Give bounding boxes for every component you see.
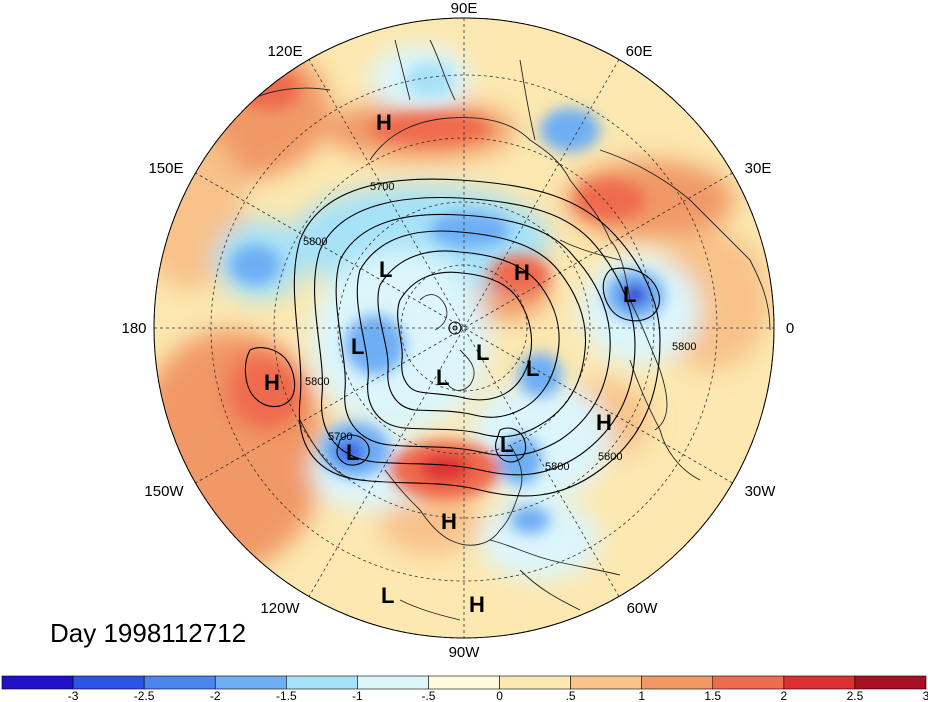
- colorbar-swatch: [286, 675, 358, 690]
- lon-label-120w: 120W: [260, 600, 300, 617]
- high-label: H: [596, 410, 612, 435]
- colorbar-swatch: [712, 675, 785, 690]
- low-label: L: [351, 334, 364, 359]
- colorbar-label: 0: [496, 689, 503, 702]
- colorbar-label: -3: [68, 689, 79, 702]
- contour-label: 5800: [672, 341, 696, 353]
- colorbar-label: -2: [210, 689, 221, 702]
- contour-label: 5800: [598, 451, 622, 463]
- low-label: L: [346, 440, 359, 465]
- low-label: L: [379, 257, 392, 282]
- colorbar-label: 3: [923, 689, 928, 702]
- lon-label-120e: 120E: [267, 43, 302, 60]
- height-contours: [244, 178, 661, 497]
- colorbar-swatch: [1, 675, 74, 690]
- lon-label-90w: 90W: [449, 644, 481, 661]
- contour-label: 5700: [370, 181, 394, 193]
- colorbar-swatch: [214, 675, 287, 690]
- lon-label-30e: 30E: [745, 160, 772, 177]
- low-label: L: [381, 583, 394, 608]
- high-label: H: [514, 260, 530, 285]
- lon-label-60w: 60W: [627, 600, 659, 617]
- colorbar-label: -1: [352, 689, 363, 702]
- lon-label-0: 0: [786, 320, 794, 337]
- longitude-labels: 90E 60E 30E 0 30W 60W 90W 120W 150W 180 …: [121, 0, 794, 661]
- low-label: L: [623, 282, 636, 307]
- low-label: L: [500, 432, 513, 457]
- colorbar-swatch: [428, 675, 500, 690]
- colorbar-label: 1: [638, 689, 645, 702]
- colorbar-label: -1.5: [276, 689, 297, 702]
- lon-label-180: 180: [121, 320, 146, 337]
- colorbar-label: 2.5: [847, 689, 864, 702]
- contour-label: 5800: [545, 461, 569, 473]
- colorbar-swatch: [783, 675, 856, 690]
- contour-label: 5800: [305, 376, 329, 388]
- colorbar-swatch: [854, 675, 927, 690]
- lon-label-150w: 150W: [144, 483, 184, 500]
- colorbar-label: 1.5: [704, 689, 721, 702]
- colorbar-label: 2: [781, 689, 788, 702]
- low-label: L: [436, 365, 449, 390]
- high-label: H: [376, 110, 392, 135]
- colorbar-swatch: [641, 675, 714, 690]
- colorbar-swatch: [570, 675, 642, 690]
- colorbar-label: .5: [566, 689, 576, 702]
- high-label: H: [469, 592, 485, 617]
- colorbar-label: -2.5: [134, 689, 155, 702]
- colorbar-swatch: [357, 675, 429, 690]
- colorbar-swatch: [143, 675, 216, 690]
- lon-label-150e: 150E: [148, 160, 183, 177]
- lon-label-90e: 90E: [451, 0, 478, 17]
- contour-label: 5700: [328, 431, 352, 443]
- day-title: Day 1998112712: [50, 618, 247, 648]
- low-label: L: [476, 340, 489, 365]
- contour-label: 5800: [303, 236, 327, 248]
- colorbar: -3 -2.5 -2 -1.5 -1 -.5 0 .5 1 1.5 2 2.5 3: [1, 675, 928, 702]
- contour-labels: 5700 5800 5800 5800 5700 5800 5800: [303, 181, 696, 473]
- pressure-centers: H L H L L L L L L H H L H L H: [264, 110, 636, 617]
- colorbar-label: -.5: [421, 689, 435, 702]
- high-label: H: [264, 370, 280, 395]
- low-label: L: [526, 356, 539, 381]
- coastlines: [249, 39, 771, 621]
- lon-label-30w: 30W: [745, 483, 777, 500]
- colorbar-swatch: [499, 675, 571, 690]
- high-label: H: [441, 509, 457, 534]
- colorbar-swatch: [72, 675, 145, 690]
- lon-label-60e: 60E: [626, 43, 653, 60]
